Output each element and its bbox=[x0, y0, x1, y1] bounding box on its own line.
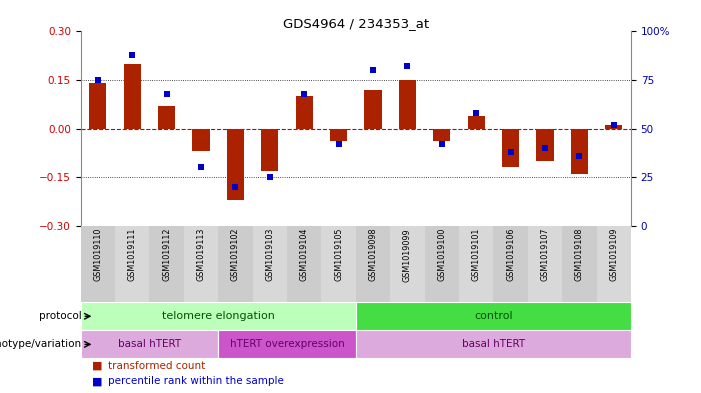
Bar bbox=[149, 226, 184, 302]
Text: GSM1019099: GSM1019099 bbox=[403, 228, 412, 281]
Bar bbox=[115, 226, 149, 302]
Bar bbox=[597, 226, 631, 302]
Bar bbox=[192, 129, 210, 151]
Bar bbox=[536, 129, 554, 161]
Bar bbox=[158, 106, 175, 129]
Bar bbox=[261, 129, 278, 171]
Bar bbox=[184, 226, 218, 302]
Bar bbox=[494, 226, 528, 302]
Bar bbox=[81, 226, 115, 302]
Text: GSM1019113: GSM1019113 bbox=[196, 228, 205, 281]
Bar bbox=[399, 80, 416, 129]
Text: GSM1019104: GSM1019104 bbox=[299, 228, 308, 281]
Bar bbox=[355, 330, 631, 358]
Bar bbox=[287, 226, 321, 302]
Bar bbox=[605, 125, 622, 129]
Bar bbox=[330, 129, 347, 141]
Bar bbox=[321, 226, 355, 302]
Title: GDS4964 / 234353_at: GDS4964 / 234353_at bbox=[283, 17, 429, 30]
Bar bbox=[252, 226, 287, 302]
Text: basal hTERT: basal hTERT bbox=[462, 340, 525, 349]
Text: ■: ■ bbox=[92, 361, 102, 371]
Text: GSM1019101: GSM1019101 bbox=[472, 228, 481, 281]
Text: percentile rank within the sample: percentile rank within the sample bbox=[108, 376, 284, 386]
Bar bbox=[502, 129, 519, 167]
Bar bbox=[123, 64, 141, 129]
Bar bbox=[89, 83, 107, 129]
Text: GSM1019106: GSM1019106 bbox=[506, 228, 515, 281]
Text: GSM1019108: GSM1019108 bbox=[575, 228, 584, 281]
Bar bbox=[81, 330, 218, 358]
Text: protocol: protocol bbox=[39, 311, 81, 321]
Text: GSM1019103: GSM1019103 bbox=[265, 228, 274, 281]
Text: control: control bbox=[474, 311, 512, 321]
Bar bbox=[355, 226, 390, 302]
Bar bbox=[425, 226, 459, 302]
Bar bbox=[355, 302, 631, 330]
Text: GSM1019107: GSM1019107 bbox=[540, 228, 550, 281]
Text: transformed count: transformed count bbox=[108, 361, 205, 371]
Text: telomere elongation: telomere elongation bbox=[162, 311, 275, 321]
Text: basal hTERT: basal hTERT bbox=[118, 340, 181, 349]
Bar bbox=[296, 96, 313, 129]
Text: genotype/variation: genotype/variation bbox=[0, 340, 81, 349]
Text: GSM1019110: GSM1019110 bbox=[93, 228, 102, 281]
Text: hTERT overexpression: hTERT overexpression bbox=[230, 340, 344, 349]
Bar bbox=[81, 302, 355, 330]
Bar bbox=[218, 330, 355, 358]
Text: GSM1019098: GSM1019098 bbox=[369, 228, 377, 281]
Text: GSM1019112: GSM1019112 bbox=[162, 228, 171, 281]
Bar bbox=[528, 226, 562, 302]
Bar bbox=[227, 129, 244, 200]
Text: GSM1019109: GSM1019109 bbox=[609, 228, 618, 281]
Text: GSM1019111: GSM1019111 bbox=[128, 228, 137, 281]
Text: ■: ■ bbox=[92, 376, 102, 386]
Bar bbox=[433, 129, 450, 141]
Bar bbox=[365, 90, 381, 129]
Bar bbox=[562, 226, 597, 302]
Bar bbox=[218, 226, 252, 302]
Bar bbox=[390, 226, 425, 302]
Bar bbox=[459, 226, 494, 302]
Bar bbox=[571, 129, 588, 174]
Bar bbox=[468, 116, 484, 129]
Text: GSM1019100: GSM1019100 bbox=[437, 228, 447, 281]
Text: GSM1019105: GSM1019105 bbox=[334, 228, 343, 281]
Text: GSM1019102: GSM1019102 bbox=[231, 228, 240, 281]
